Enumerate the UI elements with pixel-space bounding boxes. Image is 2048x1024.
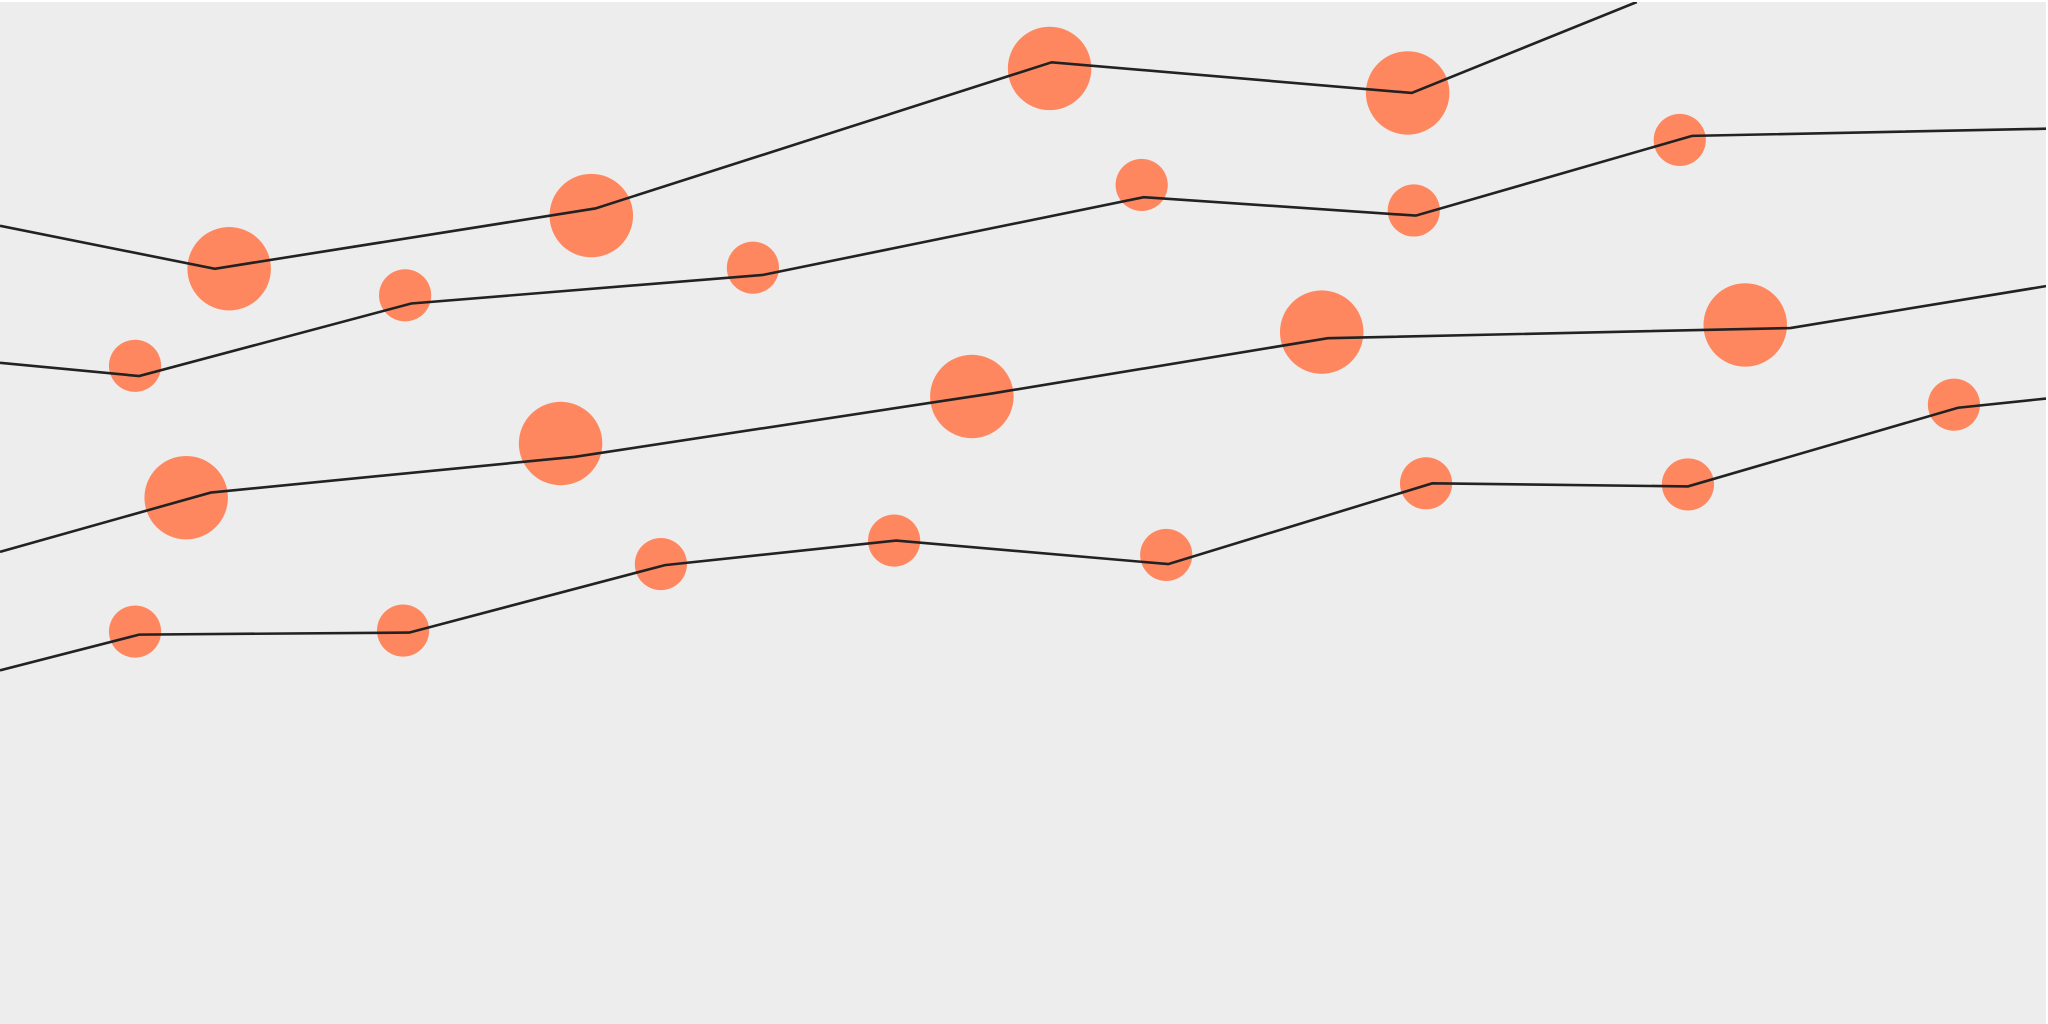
series-2-marker-1 xyxy=(108,339,162,392)
series-3-marker-2 xyxy=(518,401,603,486)
series-2-marker-2 xyxy=(379,269,432,322)
series-4-line xyxy=(0,397,2046,672)
series-2-line xyxy=(0,127,2046,378)
series-1-marker-2 xyxy=(549,173,634,258)
series-4-marker-6 xyxy=(1399,457,1453,510)
series-3-marker-1 xyxy=(144,455,228,540)
series-3-marker-4 xyxy=(1279,290,1364,374)
series-4-marker-2 xyxy=(376,604,430,657)
series-1-marker-1 xyxy=(187,227,271,311)
series-3-line xyxy=(0,284,2046,554)
series-4-marker-7 xyxy=(1661,458,1715,511)
series-1-marker-3 xyxy=(1007,26,1092,111)
series-2-marker-4 xyxy=(1115,158,1168,212)
series-4-marker-5 xyxy=(1140,528,1193,581)
series-4-marker-1 xyxy=(108,605,162,658)
series-3-marker-5 xyxy=(1703,283,1787,367)
series-2-marker-5 xyxy=(1387,184,1440,237)
series-2-marker-3 xyxy=(726,241,780,294)
series-4-marker-8 xyxy=(1927,378,1981,431)
series-4-marker-3 xyxy=(634,538,687,591)
series-1-line xyxy=(0,2,1638,271)
